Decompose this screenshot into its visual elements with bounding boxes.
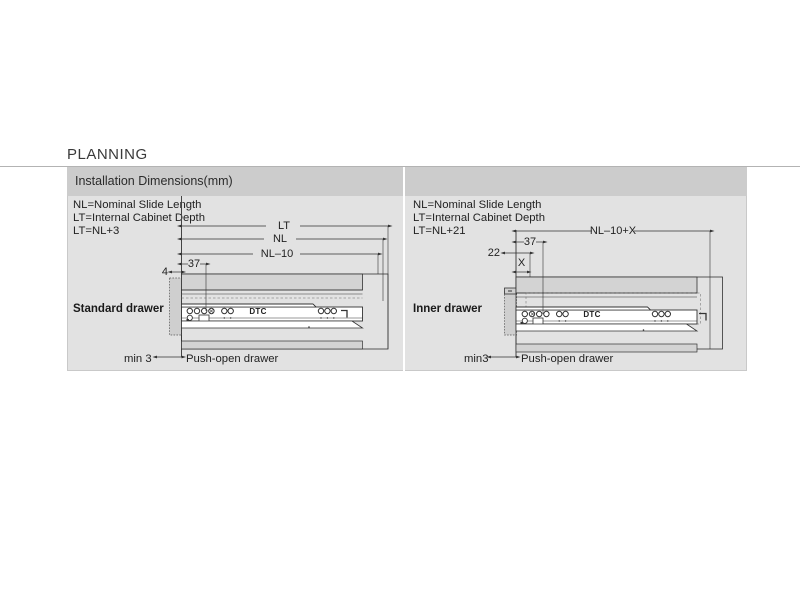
svg-text:NL–10: NL–10 (261, 248, 293, 260)
svg-text:4: 4 (162, 266, 168, 278)
svg-text:37: 37 (524, 236, 536, 248)
svg-text:22: 22 (488, 247, 500, 259)
svg-text:DTC: DTC (249, 307, 266, 316)
svg-text:X: X (518, 257, 526, 269)
svg-text:DTC: DTC (583, 310, 600, 319)
svg-text:NL–10+X: NL–10+X (590, 225, 637, 237)
svg-text:37: 37 (188, 258, 200, 270)
svg-text:NL: NL (273, 233, 287, 245)
svg-text:LT: LT (278, 220, 290, 232)
